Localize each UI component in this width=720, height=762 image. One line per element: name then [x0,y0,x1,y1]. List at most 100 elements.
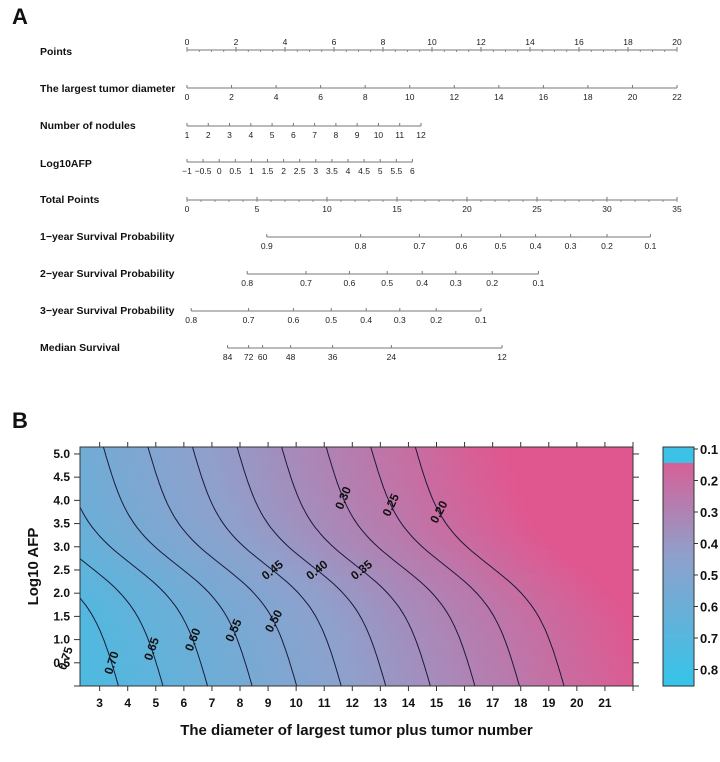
heat-cell [569,574,579,584]
heat-cell [293,558,302,568]
heat-cell [190,550,200,560]
heat-cell [498,678,508,686]
heat-cell [238,502,247,512]
heat-cell [396,462,405,472]
heat-cell [143,462,152,472]
heat-cell [356,494,365,504]
heat-cell [380,478,389,488]
tick-label: 8 [363,92,368,102]
heat-cell [293,566,302,576]
heat-cell [111,502,121,512]
heat-cell [166,606,176,615]
heat-cell [151,510,160,520]
heat-cell [388,542,397,552]
heat-cell [253,494,263,504]
heat-cell [475,646,484,655]
heat-cell [601,470,610,480]
heat-cell [151,566,160,576]
heat-cell [95,558,105,568]
heat-cell [617,566,626,576]
heat-cell [522,486,531,496]
heat-cell [348,638,358,647]
heat-cell [309,566,318,576]
tick-label: 4.5 [358,166,370,176]
heat-cell [546,630,555,639]
heat-cell [301,678,310,686]
heat-cell [214,470,223,480]
heat-cell [419,550,429,560]
tick-label: 0 [217,166,222,176]
heat-cell [174,447,184,456]
heat-cell [103,678,113,686]
heat-cell [119,502,128,512]
tick-label: 6 [291,130,296,140]
heat-cell [348,550,358,560]
heat-cell [151,662,160,671]
colorbar-frame [662,446,695,687]
heat-cell [269,447,279,456]
heat-cell [159,486,168,496]
heat-cell [269,614,279,623]
heat-cell [332,662,342,671]
heat-cell [159,622,168,631]
colorbar-swatch [663,630,694,635]
heat-cell [514,454,523,464]
heat-cell [95,678,105,686]
heat-cell [538,566,547,576]
heat-cell [482,630,492,639]
heat-cell [498,670,508,679]
heat-cell [269,574,279,584]
heat-cell [475,590,484,599]
heat-cell [419,662,429,671]
heat-cell [206,518,215,528]
row-label: Total Points [40,194,99,206]
heat-cell [261,662,271,671]
heat-cell [554,614,563,623]
y-tick-label: 4.5 [53,470,70,484]
heat-cell [427,566,437,576]
heat-cell [166,494,176,504]
heat-cell [214,622,223,631]
heat-cell [245,447,255,456]
heat-cell [593,630,602,639]
heat-cell [435,662,444,671]
heat-cell [577,614,587,623]
heat-cell [230,470,239,480]
heat-cell [324,462,334,472]
heat-cell [396,550,405,560]
heat-cell [364,670,373,679]
heat-cell [364,582,373,591]
heat-cell [601,462,610,472]
heat-cell [403,486,413,496]
heat-cell [356,454,365,464]
heat-cell [380,574,389,584]
heat-cell [87,486,97,496]
heat-cell [317,534,326,544]
heat-cell [119,486,128,496]
heat-cell [530,534,539,544]
heat-cell [475,606,484,615]
heat-cell [190,478,200,488]
heat-cell [95,542,105,552]
heat-cell [601,502,610,512]
heat-cell [317,454,326,464]
heat-cell [403,566,413,576]
heat-cell [340,542,350,552]
heat-cell [309,470,318,480]
heat-cell [522,447,531,456]
heat-cell [206,614,215,623]
heat-cell [332,622,342,631]
heat-cell [324,662,334,671]
heat-cell [222,574,231,584]
heat-cell [490,447,500,456]
heat-cell [269,630,279,639]
heat-cell [490,494,500,504]
heat-cell [253,654,263,663]
heat-cell [561,630,571,639]
heat-cell [585,598,595,607]
heat-cell [277,494,286,504]
heat-cell [206,462,215,472]
heat-cell [601,670,610,679]
heat-cell [111,470,121,480]
